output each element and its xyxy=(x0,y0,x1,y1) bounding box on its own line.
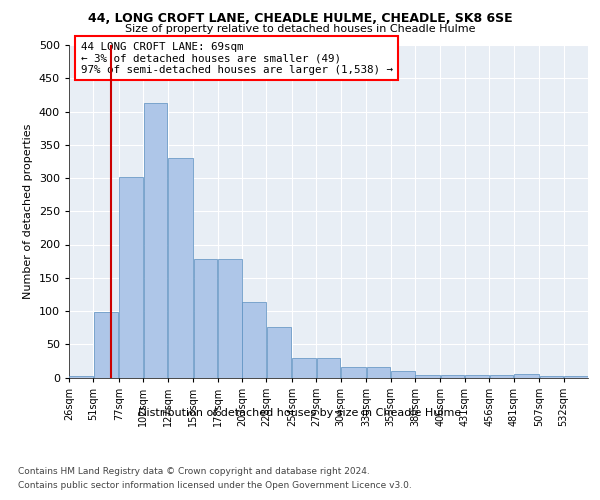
Bar xyxy=(168,158,193,378)
Bar xyxy=(242,302,266,378)
Bar xyxy=(194,259,217,378)
Bar xyxy=(70,376,93,378)
Text: 44 LONG CROFT LANE: 69sqm
← 3% of detached houses are smaller (49)
97% of semi-d: 44 LONG CROFT LANE: 69sqm ← 3% of detach… xyxy=(81,42,393,75)
Bar xyxy=(391,371,415,378)
Bar xyxy=(539,376,563,378)
Bar xyxy=(218,259,242,378)
Bar xyxy=(465,375,489,378)
Bar xyxy=(94,312,118,378)
Bar xyxy=(367,367,390,378)
Bar xyxy=(490,375,514,378)
Text: Size of property relative to detached houses in Cheadle Hulme: Size of property relative to detached ho… xyxy=(125,24,475,34)
Bar xyxy=(441,375,464,378)
Bar xyxy=(514,374,539,378)
Text: Contains HM Land Registry data © Crown copyright and database right 2024.: Contains HM Land Registry data © Crown c… xyxy=(18,468,370,476)
Bar xyxy=(341,367,366,378)
Text: 44, LONG CROFT LANE, CHEADLE HULME, CHEADLE, SK8 6SE: 44, LONG CROFT LANE, CHEADLE HULME, CHEA… xyxy=(88,12,512,24)
Bar xyxy=(415,375,440,378)
Text: Contains public sector information licensed under the Open Government Licence v3: Contains public sector information licen… xyxy=(18,481,412,490)
Y-axis label: Number of detached properties: Number of detached properties xyxy=(23,124,33,299)
Bar xyxy=(267,327,292,378)
Bar xyxy=(292,358,316,378)
Bar xyxy=(119,176,143,378)
Text: Distribution of detached houses by size in Cheadle Hulme: Distribution of detached houses by size … xyxy=(139,408,461,418)
Bar xyxy=(564,376,587,378)
Bar xyxy=(143,103,167,378)
Bar xyxy=(317,358,340,378)
